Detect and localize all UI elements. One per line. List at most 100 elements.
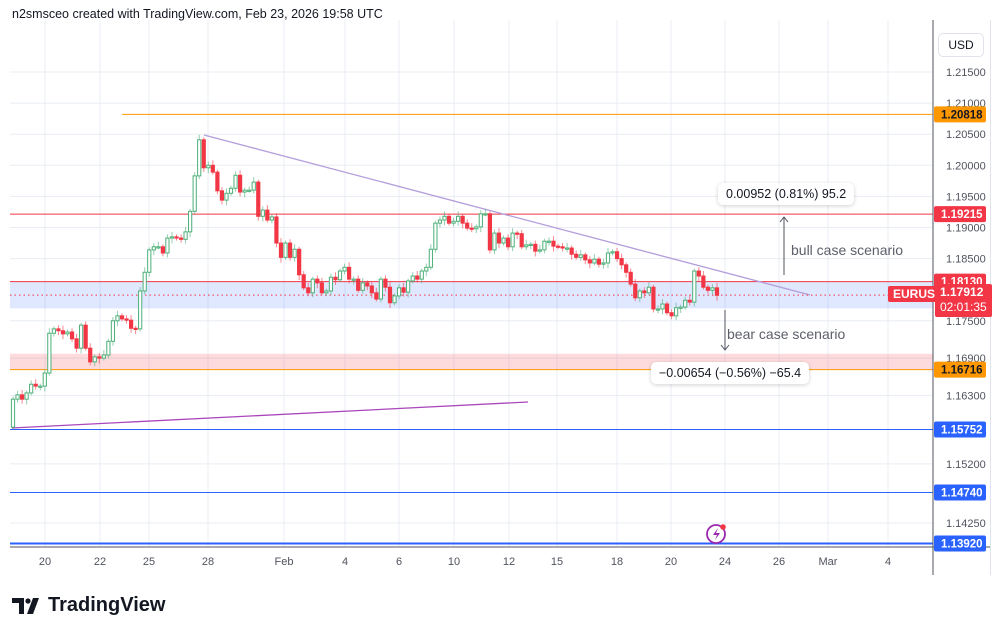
candle [560,243,565,252]
candle [224,188,229,206]
candle [106,338,111,359]
candle [92,354,97,367]
time-tick-label: 25 [143,556,155,568]
candle [183,226,188,244]
candle-body [197,139,202,177]
candle-body [378,278,383,300]
price-tick-label: 1.19500 [946,191,986,203]
candle-body [256,181,261,217]
currency-button[interactable]: USD [938,33,984,57]
candle-body [415,275,420,280]
resistance-trendline [203,134,811,296]
candle-body [138,290,143,330]
candle-body [524,244,529,248]
candle-body [651,286,656,310]
candle-body [451,220,456,224]
candle [687,295,692,306]
candle [492,229,497,255]
candle [324,288,329,297]
symbol-tag: EURUSD [888,286,949,302]
candle-body [328,276,334,292]
candle-body [242,189,247,193]
candle [614,248,620,263]
candle [19,389,25,404]
candle [265,205,270,223]
tradingview-logo-icon [12,597,39,614]
candle [705,284,711,294]
candle-body [574,253,579,258]
candle [356,275,361,293]
price-tick-label: 1.16300 [946,390,986,402]
candle [133,325,138,335]
candle-body [660,303,665,310]
candle-body [705,286,711,291]
candle [392,293,397,306]
candle-body [692,270,697,303]
price-zone [10,281,933,309]
candle-body [487,213,493,251]
candle-body [265,209,270,221]
candle-body [369,285,374,294]
candle [542,238,547,254]
candle [337,268,343,283]
candle-body [342,266,347,272]
candle [242,187,247,198]
bar-countdown: 02:01:35 [940,300,987,314]
candle [115,310,120,327]
candle-body [97,356,102,359]
notification-dot [720,524,726,530]
candle-body [601,262,606,265]
candle [301,271,306,291]
candle [469,223,474,233]
candle [79,322,84,354]
candle [533,240,538,257]
candle [546,237,552,246]
current-price-tag: 1.17912 02:01:35 [935,284,992,317]
candle [415,271,420,283]
candle [10,396,16,430]
tradingview-logo[interactable]: TradingView [12,594,165,617]
price-chart[interactable]: 1.215001.210001.205001.200001.195001.190… [0,0,1005,580]
candle [605,248,611,269]
candle [33,379,38,390]
candle-body [337,270,343,281]
time-tick-label: 6 [396,556,402,568]
candle [60,325,66,340]
level-price-label: 1.15752 [941,425,983,437]
candle [97,353,102,364]
current-price: 1.17912 [940,285,984,299]
candle-body [128,319,134,329]
candle-body [633,283,638,299]
candle [178,234,184,243]
candle [678,304,683,314]
bear-measure-label: −0.00654 (−0.56%) −65.4 [651,362,810,384]
candle [660,299,665,315]
candle-body [406,280,411,293]
candle [360,277,365,294]
candle [219,187,225,205]
candle [260,206,265,222]
candle-body [310,278,315,294]
candle-body [347,266,352,280]
candle [569,245,574,260]
candle [633,279,638,302]
candle-body [92,356,97,363]
candle-body [424,266,429,272]
candle-body [433,222,438,250]
candle [119,313,125,322]
candle [474,224,479,234]
candle [56,325,61,336]
candle-body [542,240,547,251]
level-price-label: 1.14740 [941,487,983,499]
candle [315,275,320,289]
candle [192,172,197,214]
candle-body [555,245,561,248]
candle-body [201,139,206,169]
candle-body [69,331,75,340]
time-tick-label: 24 [719,556,731,568]
candle [369,282,374,299]
candle-body [228,187,234,194]
time-tick-label: 18 [611,556,623,568]
candle-body [74,338,79,349]
candle-body [624,264,629,273]
